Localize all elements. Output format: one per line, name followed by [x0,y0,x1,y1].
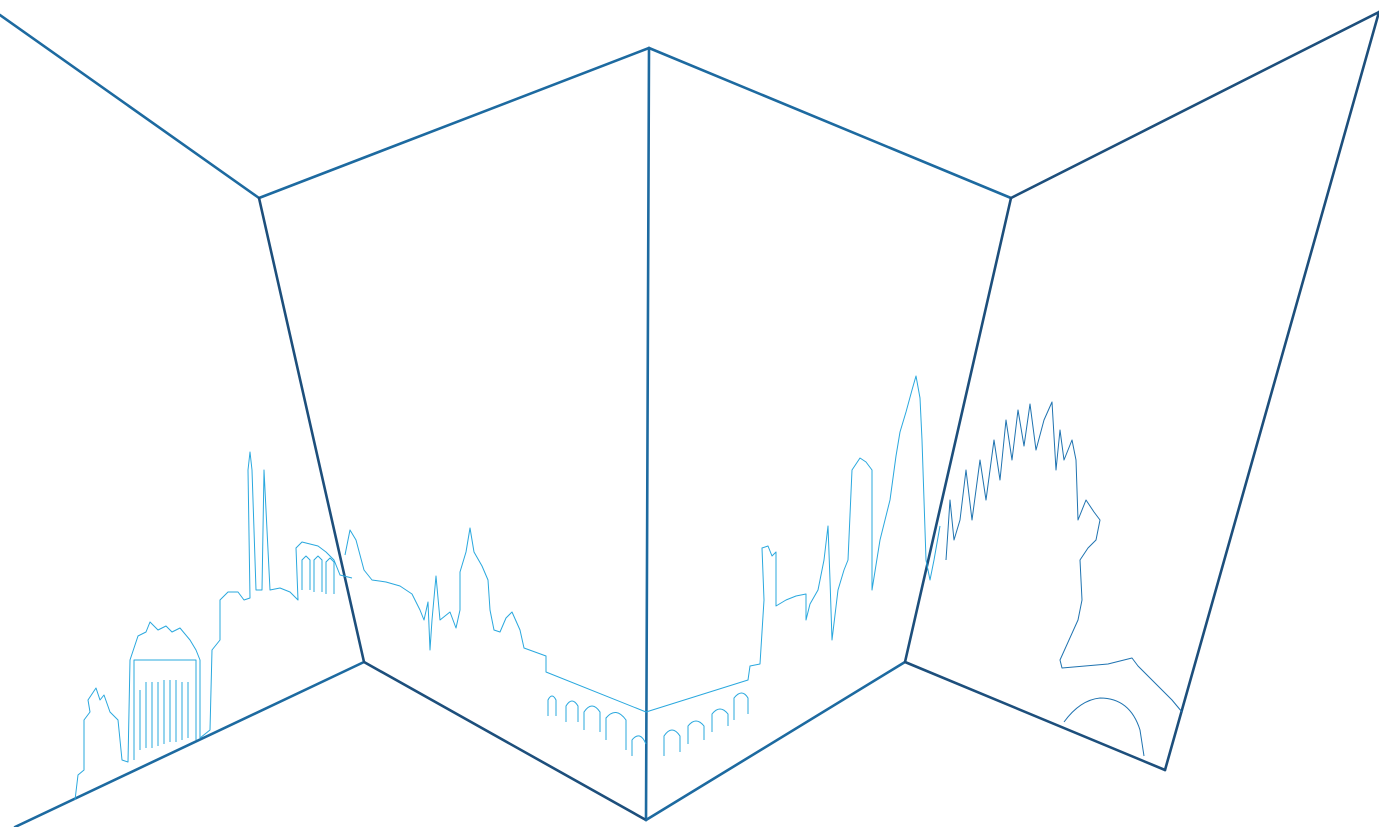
floor-edge [13,660,366,827]
floor-edge [903,660,1167,772]
cathedral-spires [945,401,1183,713]
skyline-center-right [645,375,941,756]
ceiling-edge [647,46,1013,200]
skyline-outline [645,375,941,713]
skyline-outline [344,527,647,713]
floor-edge [644,660,907,822]
building-facade [133,659,197,760]
ceiling-edge [257,46,651,200]
fold-edge [257,196,366,664]
archway [1063,697,1145,757]
arches [301,555,335,594]
skyline-left [74,451,353,801]
fold-edge [1163,10,1379,772]
skyline-outline [74,451,353,801]
skyline-right [945,401,1183,757]
floor-edge [362,660,648,822]
fold-edge [644,46,651,822]
ceiling-edge [1009,10,1379,200]
fold-edge [903,196,1013,664]
ceiling-edge [0,13,261,200]
arcade [663,692,749,756]
wall-edges [0,10,1379,827]
skyline-center-left [344,527,647,756]
arcade [547,695,647,756]
